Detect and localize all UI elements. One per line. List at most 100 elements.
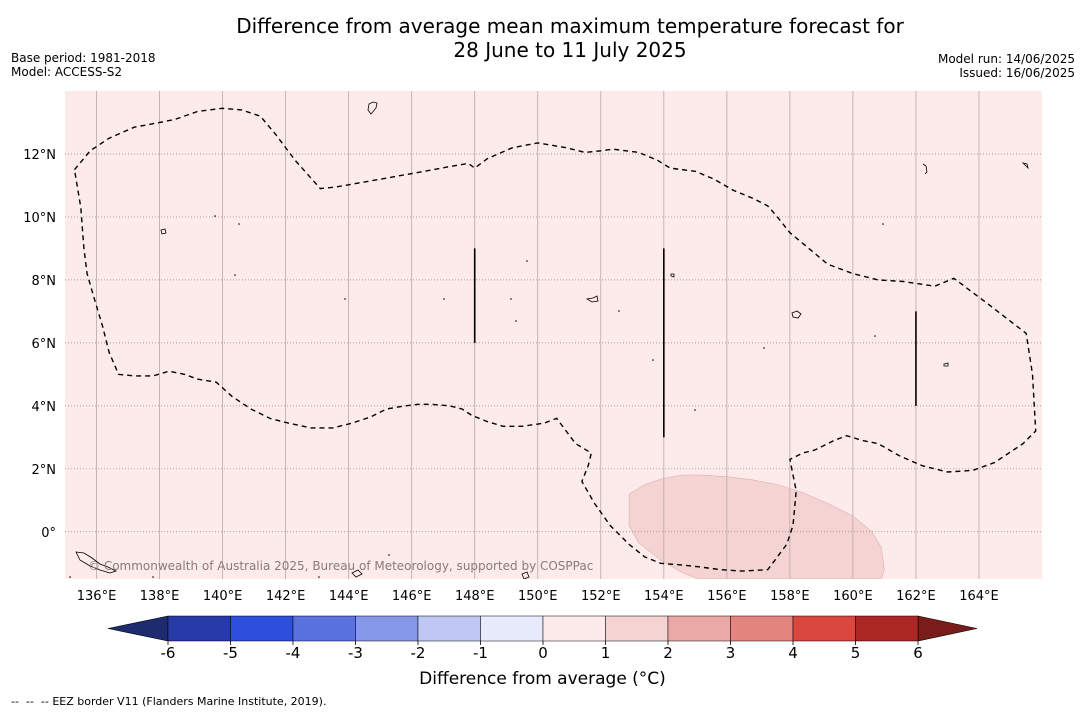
island-kosrae [943,362,949,367]
islet [652,359,654,361]
colorbar-segment [355,615,419,642]
lat-tick-label: 8°N [32,274,57,289]
colorbar-segment [667,615,731,642]
chart-title: Difference from average mean maximum tem… [0,14,1085,62]
island-chuuk [585,295,599,303]
colorbar-tick-label: 3 [726,644,736,662]
legend-footer: -- -- -- EEZ border V11 (Flanders Marine… [11,695,326,708]
lat-tick-label: 10°N [23,211,56,226]
eez-legend-text: EEZ border V11 (Flanders Marine Institut… [52,695,327,708]
colorbar-segment [292,615,356,642]
lon-tick-label: 148°E [455,589,495,604]
lon-tick-label: 150°E [518,589,558,604]
colorbar-tick-label: -2 [411,644,426,662]
lon-tick-label: 158°E [770,589,810,604]
colorbar-tick-label: -6 [161,644,176,662]
lat-tick-label: 0° [41,526,56,541]
islet [238,223,240,225]
colorbar-tick-label: 2 [663,644,673,662]
colorbar-tick-label: 4 [788,644,798,662]
colorbar-segment [792,615,856,642]
islet [443,298,445,300]
title-line-1: Difference from average mean maximum tem… [236,14,904,38]
islet [214,215,216,217]
colorbar-segment [417,615,481,642]
lon-tick-label: 144°E [329,589,369,604]
island-small-5 [922,163,928,175]
eez-legend-symbol: -- -- -- [11,695,49,708]
islet [694,409,696,411]
colorbar-tick-label: 5 [851,644,861,662]
lon-tick-label: 146°E [392,589,432,604]
title-line-2: 28 June to 11 July 2025 [453,38,687,62]
colorbar-tick-label: -1 [473,644,488,662]
lon-tick-label: 136°E [77,589,117,604]
island-png-north [75,551,118,574]
lon-tick-label: 164°E [959,589,999,604]
colorbar-tick-label: 0 [538,644,548,662]
lon-tick-label: 160°E [833,589,873,604]
islet [152,576,154,578]
colorbar-tick-label: 1 [601,644,611,662]
longitude-tick-labels: 136°E 138°E 140°E 142°E 144°E 146°E 148°E 150°E… [77,589,999,604]
colorbar-segment [855,615,919,642]
map-background [65,91,1042,579]
colorbar-over-arrow [917,615,978,642]
colorbar-segment [542,615,606,642]
island-small-4 [1021,162,1029,170]
model-name-text: Model: ACCESS-S2 [11,65,123,79]
anomaly-patch-1-to-2 [628,474,885,579]
run-info: Model run: 14/06/2025 Issued: 16/06/2025 [938,52,1075,80]
lon-tick-label: 142°E [266,589,306,604]
colorbar: -6 -5 -4 -3 -2 -1 0 1 2 3 4 5 6 [107,615,978,662]
lat-tick-label: 6°N [32,337,57,352]
lon-tick-label: 156°E [707,589,747,604]
islet [388,554,390,556]
islet [882,223,884,225]
lon-tick-label: 138°E [140,589,180,604]
island-pohnpei [791,310,802,319]
islet [69,576,71,578]
copyright-text: © Commonwealth of Australia 2025, Bureau… [88,559,593,573]
colorbar-segment [480,615,544,642]
island-small-2 [521,571,530,579]
lon-tick-label: 162°E [896,589,936,604]
islet [318,576,320,578]
model-info: Base period: 1981-2018 Model: ACCESS-S2 [11,51,156,79]
model-run-date: Model run: 14/06/2025 [937,52,1075,66]
lon-tick-label: 152°E [581,589,621,604]
latitude-tick-labels: 12°N 10°N 8°N 6°N 4°N 2°N 0° [23,148,56,541]
islet [510,298,512,300]
islet [763,347,765,349]
islet [515,320,517,322]
colorbar-label: Difference from average (°C) [419,669,666,689]
issued-date: Issued: 16/06/2025 [959,66,1075,80]
lat-tick-label: 2°N [32,463,57,478]
colorbar-segment [230,615,294,642]
colorbar-segment [730,615,794,642]
island-small-3 [351,569,363,578]
islet [234,274,236,276]
colorbar-under-arrow [107,615,169,642]
islet [526,260,528,262]
colorbar-segment [605,615,669,642]
eez-straight-segments [473,248,917,438]
lat-tick-label: 4°N [32,400,57,415]
lon-tick-label: 140°E [203,589,243,604]
island-small-1 [670,273,675,278]
islands [69,101,1029,579]
colorbar-tick-label: -3 [348,644,363,662]
island-guam [367,101,378,115]
islet [874,335,876,337]
islet [618,310,620,312]
island-yap [160,228,167,235]
colorbar-tick-label: -5 [223,644,238,662]
islet [344,298,346,300]
base-period-text: Base period: 1981-2018 [11,51,156,65]
colorbar-tick-label: 6 [913,644,923,662]
lon-tick-label: 154°E [644,589,684,604]
colorbar-tick-label: -4 [286,644,301,662]
lat-tick-label: 12°N [23,148,56,163]
colorbar-segment [167,615,231,642]
